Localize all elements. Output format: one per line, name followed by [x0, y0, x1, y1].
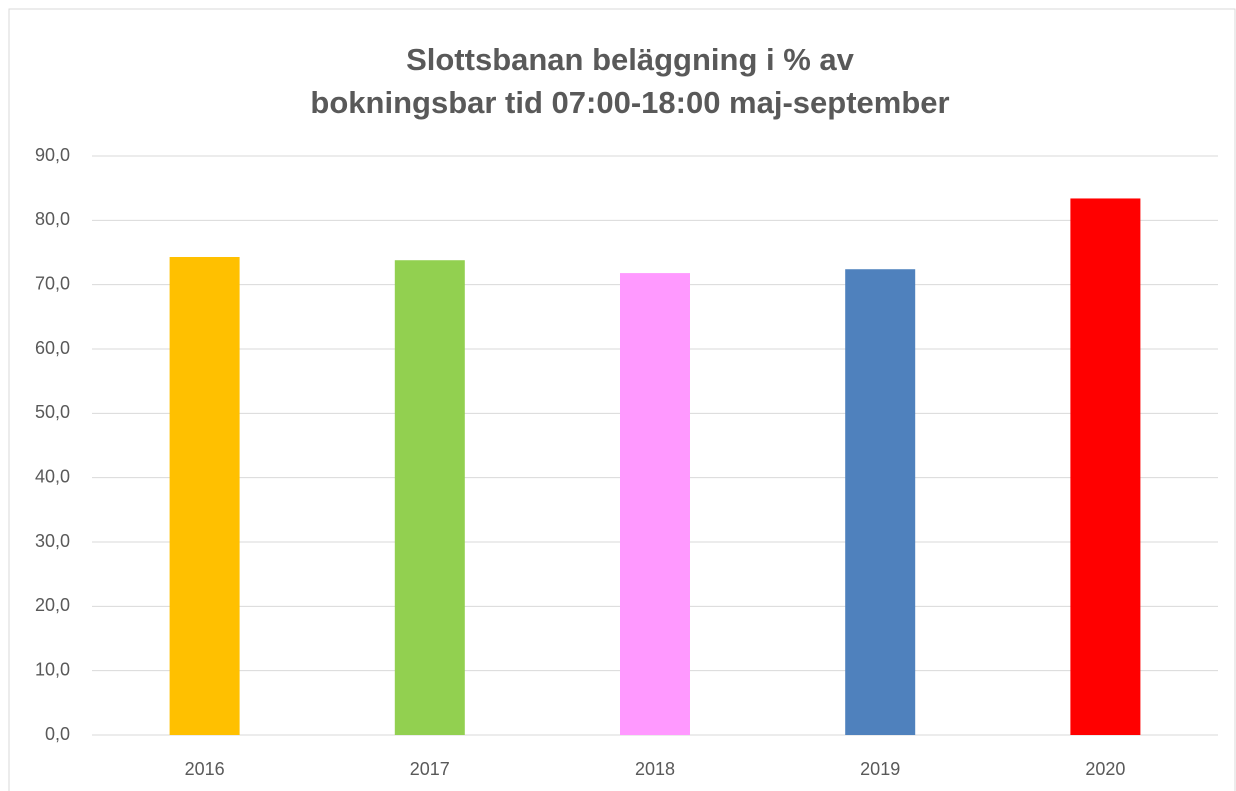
y-tick-label: 30,0 [35, 531, 70, 551]
chart-title: Slottsbanan beläggning i % av [406, 42, 855, 77]
y-tick-label: 50,0 [35, 402, 70, 422]
y-tick-label: 80,0 [35, 209, 70, 229]
x-tick-label: 2018 [635, 759, 675, 779]
x-tick-label: 2017 [410, 759, 450, 779]
y-tick-label: 40,0 [35, 466, 70, 486]
bar [169, 257, 240, 735]
bar [620, 273, 690, 735]
x-tick-label: 2020 [1085, 759, 1125, 779]
bar [394, 260, 465, 735]
x-tick-label: 2016 [185, 759, 225, 779]
y-tick-label: 10,0 [35, 659, 70, 679]
y-tick-label: 60,0 [35, 338, 70, 358]
x-tick-label: 2019 [860, 759, 900, 779]
y-tick-label: 0,0 [45, 724, 70, 744]
y-tick-label: 90,0 [35, 145, 70, 165]
bar [1070, 198, 1141, 735]
y-tick-label: 20,0 [35, 595, 70, 615]
bar [845, 269, 916, 735]
chart-title: bokningsbar tid 07:00-18:00 maj-septembe… [310, 85, 949, 120]
y-tick-label: 70,0 [35, 273, 70, 293]
